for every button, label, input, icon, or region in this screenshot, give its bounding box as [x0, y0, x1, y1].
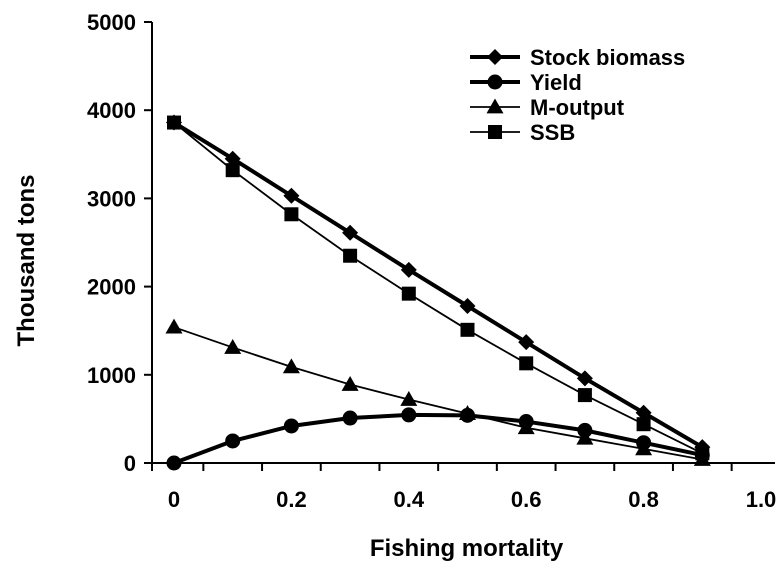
ssb-point: [284, 207, 299, 222]
legend-label: M-output: [530, 95, 625, 120]
legend-label: Yield: [530, 70, 582, 95]
series-yield: [166, 407, 710, 471]
y-tick-label: 0: [124, 451, 136, 476]
legend-marker: [487, 74, 503, 90]
x-tick-label: 0.8: [628, 487, 659, 512]
m-output-point: [517, 419, 535, 435]
y-tick-label: 2000: [87, 275, 136, 300]
series-stock-biomass: [166, 114, 711, 456]
x-tick-label: 0: [168, 487, 180, 512]
m-output-point: [224, 338, 242, 354]
ssb-point: [460, 322, 475, 337]
y-axis-title: Thousand tons: [13, 175, 40, 347]
m-output-point: [400, 390, 418, 406]
series-m-output: [165, 318, 711, 466]
x-tick-label: 0.4: [394, 487, 425, 512]
legend-label: Stock biomass: [530, 45, 685, 70]
ssb-point: [577, 388, 592, 403]
yield-point: [225, 433, 241, 449]
x-axis-title: Fishing mortality: [370, 535, 564, 562]
x-ticks: 0 0.2 0.4 0.6 0.8 1.0: [151, 463, 777, 512]
ssb-point: [343, 248, 358, 263]
stock-biomass-point: [459, 298, 476, 315]
x-tick-label: 0.6: [511, 487, 542, 512]
y-tick-label: 1000: [87, 363, 136, 388]
ssb-point: [636, 417, 651, 432]
stock-biomass-point: [518, 334, 535, 351]
legend-item-yield: Yield: [470, 70, 582, 95]
legend-item-ssb: SSB: [470, 120, 575, 145]
ssb-point: [167, 115, 181, 130]
yield-point: [342, 410, 358, 426]
m-output-point: [341, 376, 359, 391]
ssb-point: [401, 286, 416, 301]
ssb-point: [519, 356, 534, 371]
m-output-point: [459, 405, 476, 420]
ssb-point: [225, 163, 240, 178]
series-ssb: [167, 115, 710, 461]
stock-biomass-line: [172, 120, 704, 449]
yield-point: [283, 418, 299, 434]
stock-biomass-point: [283, 187, 300, 204]
stock-biomass-point: [224, 150, 241, 167]
y-tick-label: 4000: [87, 98, 136, 123]
y-ticks: 0 1000 2000 3000 4000 5000: [87, 10, 152, 476]
ssb-line: [173, 121, 703, 455]
stock-biomass-point: [342, 224, 359, 241]
m-output-point: [282, 358, 300, 374]
x-tick-label: 1.0: [746, 487, 777, 512]
legend-marker: [488, 125, 502, 139]
m-output-line: [173, 326, 703, 461]
stock-biomass-point: [635, 404, 652, 421]
y-tick-label: 3000: [87, 186, 136, 211]
m-output-point: [635, 440, 653, 456]
legend-label: SSB: [530, 120, 575, 145]
x-tick-label: 0.2: [276, 487, 307, 512]
m-output-point: [165, 318, 183, 334]
yield-line: [173, 412, 703, 465]
legend-marker: [487, 49, 503, 65]
series-group: [165, 114, 711, 471]
legend-marker: [486, 98, 504, 114]
axes: [151, 22, 775, 464]
yield-point: [166, 455, 182, 471]
stock-biomass-point: [576, 370, 593, 387]
y-tick-label: 5000: [87, 10, 136, 35]
legend-item-m-output: M-output: [470, 95, 625, 120]
yield-point: [401, 407, 417, 423]
ssb-point: [695, 446, 710, 461]
legend-item-stock-biomass: Stock biomass: [470, 45, 685, 70]
m-output-point: [576, 429, 594, 445]
stock-biomass-point: [400, 261, 417, 278]
